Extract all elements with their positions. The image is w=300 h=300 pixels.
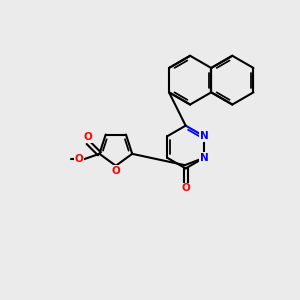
Text: O: O <box>83 132 92 142</box>
Text: O: O <box>181 183 190 193</box>
Text: O: O <box>74 154 83 164</box>
Text: O: O <box>111 166 120 176</box>
Text: N: N <box>200 131 208 141</box>
Text: N: N <box>200 153 208 163</box>
